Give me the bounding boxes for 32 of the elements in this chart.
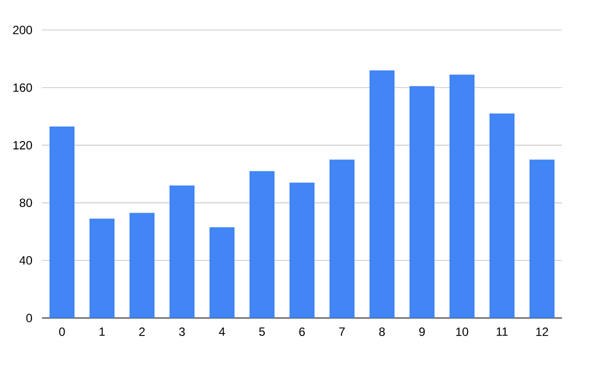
bar bbox=[330, 160, 355, 318]
x-tick-label: 11 bbox=[496, 328, 508, 336]
y-tick-label: 0 bbox=[26, 314, 32, 322]
bar bbox=[490, 114, 515, 318]
x-tick-label: 1 bbox=[100, 328, 105, 336]
x-tick-label: 8 bbox=[379, 328, 385, 336]
bar bbox=[290, 182, 315, 318]
x-tick-label: 4 bbox=[218, 328, 225, 336]
x-tick-label: 0 bbox=[59, 328, 65, 336]
y-tick-label: 200 bbox=[13, 26, 32, 34]
bar bbox=[410, 86, 435, 318]
x-tick-label: 9 bbox=[419, 328, 425, 336]
x-tick-label: 2 bbox=[139, 328, 145, 336]
y-tick-label: 160 bbox=[13, 83, 32, 92]
bar bbox=[170, 186, 195, 318]
bar bbox=[90, 218, 115, 318]
bar bbox=[450, 74, 475, 318]
bar bbox=[370, 70, 395, 318]
x-tick-label: 5 bbox=[259, 328, 265, 336]
x-tick-label: 3 bbox=[179, 328, 185, 336]
x-tick-label: 10 bbox=[456, 328, 468, 336]
bar bbox=[250, 171, 275, 318]
bar bbox=[130, 212, 155, 318]
y-tick-label: 40 bbox=[19, 256, 32, 265]
x-tick-label: 12 bbox=[536, 328, 548, 336]
bar bbox=[530, 160, 555, 318]
x-tick-label: 6 bbox=[299, 328, 305, 336]
y-tick-label: 80 bbox=[20, 198, 32, 208]
bar bbox=[50, 126, 75, 318]
x-tick-label: 7 bbox=[339, 328, 345, 336]
y-tick-label: 120 bbox=[13, 140, 32, 150]
bar bbox=[210, 227, 235, 318]
